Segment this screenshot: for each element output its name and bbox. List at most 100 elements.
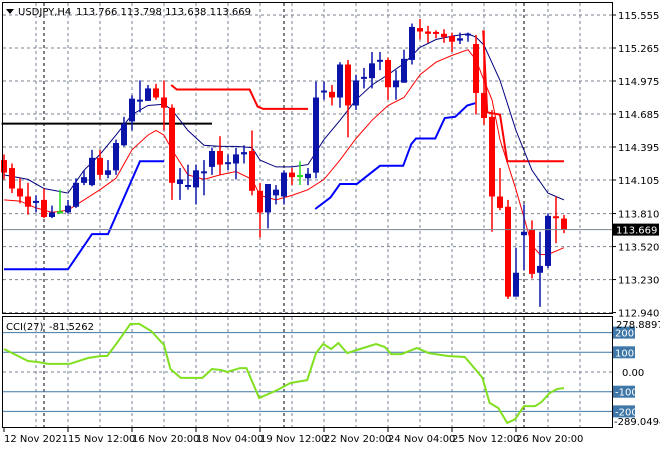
candle-body <box>89 157 95 186</box>
candle[interactable] <box>273 185 279 205</box>
candle[interactable] <box>201 160 207 196</box>
candle[interactable] <box>225 154 231 171</box>
candle[interactable] <box>145 84 151 101</box>
candle[interactable] <box>105 160 111 179</box>
candle[interactable] <box>121 116 127 147</box>
candle[interactable] <box>353 74 359 111</box>
candle[interactable] <box>1 154 7 180</box>
candle[interactable] <box>489 110 495 232</box>
candle-body <box>161 97 167 108</box>
price-tick-label: 114.105 <box>618 176 659 187</box>
time-tick-label: 19 Nov 12:00 <box>260 434 327 445</box>
current-price-tag <box>613 223 659 236</box>
candle[interactable] <box>361 67 367 89</box>
candle[interactable] <box>249 130 255 196</box>
candle-body <box>41 199 47 217</box>
candle[interactable] <box>241 145 247 164</box>
candle-body <box>81 177 87 183</box>
cci-line <box>3 322 565 425</box>
candle[interactable] <box>113 139 119 175</box>
candle[interactable] <box>417 18 423 40</box>
candle[interactable] <box>481 30 487 125</box>
candle[interactable] <box>305 168 311 186</box>
candle[interactable] <box>289 168 295 186</box>
candle[interactable] <box>313 81 319 179</box>
candle[interactable] <box>17 178 23 204</box>
candle[interactable] <box>9 163 15 194</box>
candle[interactable] <box>401 49 407 83</box>
time-tick-label: 12 Nov 2021 <box>4 434 68 445</box>
candle-body <box>545 215 551 266</box>
candle[interactable] <box>233 147 239 180</box>
candle[interactable] <box>329 84 335 106</box>
candle[interactable] <box>73 178 79 208</box>
candle[interactable] <box>153 83 159 100</box>
candle[interactable] <box>425 25 431 43</box>
candle[interactable] <box>433 30 439 39</box>
candle[interactable] <box>513 247 519 297</box>
candle[interactable] <box>49 205 55 219</box>
candle[interactable] <box>281 170 287 205</box>
candle[interactable] <box>297 161 303 186</box>
candle-body <box>241 152 247 155</box>
candle[interactable] <box>137 80 143 113</box>
candle[interactable] <box>385 57 391 100</box>
candle[interactable] <box>185 164 191 190</box>
candle[interactable] <box>521 204 527 271</box>
candle-body <box>417 28 423 32</box>
candle[interactable] <box>393 70 399 100</box>
candle[interactable] <box>321 81 327 100</box>
candle[interactable] <box>217 136 223 175</box>
candle[interactable] <box>209 147 215 175</box>
candle[interactable] <box>377 51 383 71</box>
candle[interactable] <box>97 149 103 180</box>
candle[interactable] <box>65 199 71 214</box>
candle-body <box>265 183 271 213</box>
candle[interactable] <box>545 213 551 269</box>
collapse-triangle-icon[interactable] <box>6 9 14 14</box>
candle[interactable] <box>345 59 351 138</box>
candle[interactable] <box>57 189 63 214</box>
candle[interactable] <box>537 231 543 307</box>
candle-body <box>233 154 239 164</box>
cci-panel[interactable]: 200 100 -100 -200 <box>3 322 638 425</box>
candle[interactable] <box>41 188 47 219</box>
candle[interactable] <box>409 23 415 65</box>
candle[interactable] <box>33 195 39 213</box>
candle[interactable] <box>505 199 511 299</box>
candle-body <box>537 265 543 273</box>
candle[interactable] <box>465 32 471 42</box>
candle[interactable] <box>369 51 375 89</box>
candle[interactable] <box>129 95 135 131</box>
cci-panel-frame <box>2 316 613 428</box>
candle[interactable] <box>161 80 167 131</box>
candle[interactable] <box>449 32 455 52</box>
candle-body <box>425 31 431 34</box>
candle[interactable] <box>81 170 87 186</box>
candle[interactable] <box>257 182 263 238</box>
candle[interactable] <box>441 29 447 43</box>
cci-level-label: 200 <box>615 329 634 340</box>
candle[interactable] <box>169 104 175 200</box>
candle[interactable] <box>553 196 559 244</box>
candle-body <box>497 196 503 208</box>
candle[interactable] <box>457 32 463 45</box>
price-tick-label: 113.810 <box>618 210 659 221</box>
candle[interactable] <box>265 183 271 229</box>
cci-level-label: -200 <box>615 407 638 418</box>
candle[interactable] <box>89 149 95 187</box>
candle[interactable] <box>177 168 183 200</box>
lower-channel-line <box>314 102 476 210</box>
candle-body <box>505 206 511 297</box>
cci-value: -81.5262 <box>49 322 94 333</box>
candles[interactable] <box>1 18 567 307</box>
slow-moving-average <box>3 49 565 255</box>
candle[interactable] <box>25 182 31 215</box>
candle-body <box>401 58 407 83</box>
candle[interactable] <box>193 164 199 205</box>
candle[interactable] <box>473 34 479 115</box>
price-tick-label: 115.265 <box>618 44 659 55</box>
candle[interactable] <box>337 62 343 108</box>
candle[interactable] <box>497 168 503 211</box>
